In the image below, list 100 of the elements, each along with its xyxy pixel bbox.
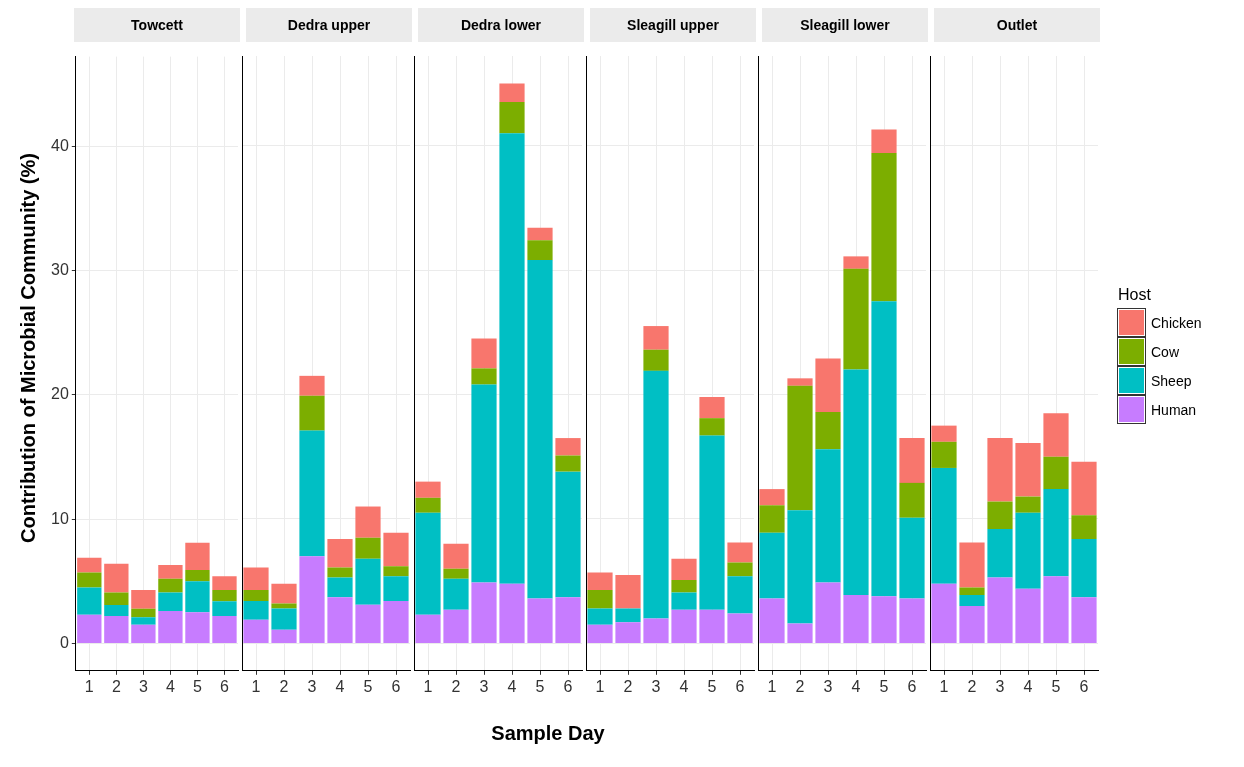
bar — [77, 587, 102, 615]
bar — [77, 614, 102, 643]
bar — [987, 528, 1013, 578]
bar — [931, 425, 957, 442]
bar — [104, 604, 129, 617]
bar — [355, 537, 381, 559]
chart-title: Outlet — [934, 8, 1100, 42]
bar — [104, 563, 129, 593]
legend-label: Human — [1151, 401, 1197, 418]
bar — [355, 558, 381, 605]
bar — [471, 338, 497, 369]
chart-title: Dedra upper — [246, 8, 412, 42]
x-tick-label: 3 — [823, 677, 833, 695]
bar — [471, 368, 497, 385]
bar — [158, 578, 183, 593]
bar — [243, 619, 269, 643]
bar — [1043, 489, 1069, 577]
x-tick-label: 1 — [767, 677, 777, 695]
bar — [212, 601, 237, 617]
x-tick-label: 3 — [651, 677, 661, 695]
x-tick-label: 2 — [279, 677, 289, 695]
bar — [271, 608, 297, 630]
bar — [843, 594, 869, 643]
x-tick-label: 4 — [679, 677, 689, 695]
bar — [77, 572, 102, 588]
bar — [443, 568, 469, 579]
bar — [899, 598, 925, 643]
bar — [643, 370, 669, 619]
x-tick-label: 3 — [479, 677, 489, 695]
chart-title: Sleagill lower — [762, 8, 928, 42]
bar — [243, 601, 269, 620]
x-tick-label: 2 — [623, 677, 633, 695]
bar — [787, 378, 813, 386]
bar — [699, 435, 725, 610]
bar — [327, 577, 353, 598]
bar — [931, 467, 957, 584]
bar — [843, 268, 869, 370]
bar — [185, 570, 210, 582]
bar — [727, 542, 753, 563]
bar — [383, 601, 409, 643]
bar — [443, 543, 469, 569]
bar — [815, 411, 841, 450]
bar — [615, 622, 641, 643]
x-tick-label: 3 — [995, 677, 1005, 695]
legend-label: Sheep — [1151, 372, 1192, 389]
y-axis-title: Contribution of Microbial Community (%) — [16, 153, 40, 543]
bar — [815, 582, 841, 643]
bar — [243, 567, 269, 590]
bar — [899, 482, 925, 518]
bar — [158, 611, 183, 643]
bar — [815, 449, 841, 583]
x-tick-label: 6 — [1079, 677, 1089, 695]
x-tick-label: 1 — [423, 677, 433, 695]
bar — [271, 629, 297, 643]
bar — [1071, 597, 1097, 643]
y-tick-label: 10 — [51, 509, 69, 527]
x-tick-label: 5 — [1051, 677, 1061, 695]
bar — [415, 481, 441, 498]
x-tick-label: 4 — [335, 677, 345, 695]
bar — [643, 349, 669, 371]
y-tick-label: 30 — [51, 260, 69, 278]
bar — [383, 576, 409, 602]
bar — [299, 395, 325, 431]
x-tick-label: 5 — [535, 677, 545, 695]
bar — [587, 624, 613, 643]
bar — [1071, 461, 1097, 516]
bar — [443, 578, 469, 610]
bar — [587, 572, 613, 590]
bar — [185, 542, 210, 571]
x-tick-label: 4 — [851, 677, 861, 695]
bar — [931, 583, 957, 643]
bar — [1071, 538, 1097, 598]
x-tick-label: 5 — [707, 677, 717, 695]
y-tick-label: 20 — [51, 385, 69, 403]
bar — [415, 497, 441, 513]
x-tick-label: 6 — [220, 677, 230, 695]
bar — [671, 609, 697, 643]
x-tick-label: 4 — [507, 677, 517, 695]
bar — [671, 579, 697, 593]
x-tick-label: 5 — [879, 677, 889, 695]
bar — [959, 542, 985, 588]
bar — [899, 438, 925, 483]
bar — [499, 583, 525, 643]
x-tick-label: 1 — [595, 677, 605, 695]
bar — [327, 538, 353, 568]
bar — [499, 102, 525, 134]
bar — [499, 83, 525, 103]
x-tick-label: 6 — [563, 677, 573, 695]
bar — [212, 589, 237, 602]
bar — [1043, 576, 1069, 643]
bar — [759, 598, 785, 643]
bar — [299, 430, 325, 557]
bar — [699, 609, 725, 643]
bar — [671, 558, 697, 580]
bar — [555, 597, 581, 643]
bar — [271, 583, 297, 604]
bar — [843, 369, 869, 595]
x-axis-title: Sample Day — [490, 722, 606, 745]
bar — [527, 227, 553, 241]
bar — [959, 606, 985, 643]
